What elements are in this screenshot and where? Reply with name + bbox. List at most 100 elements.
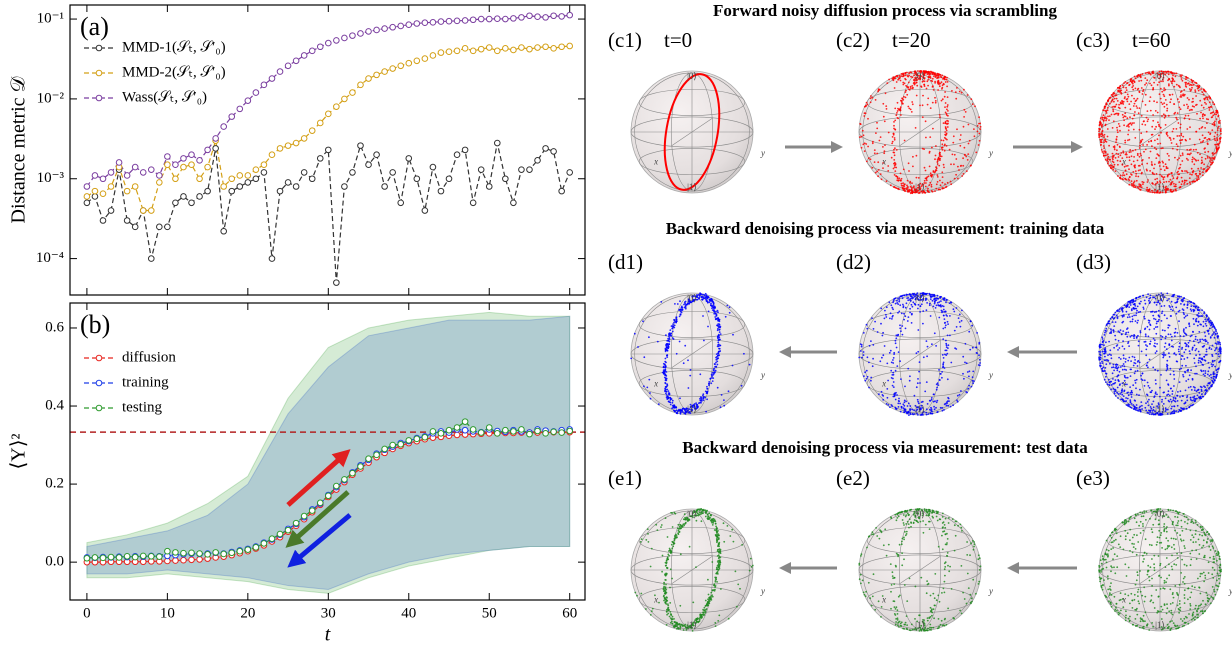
bloch-point — [1164, 337, 1167, 340]
bloch-point — [1180, 407, 1182, 409]
bloch-point — [897, 297, 899, 300]
bloch-point — [951, 90, 953, 92]
bloch-point — [699, 397, 701, 400]
bloch-point — [882, 115, 885, 118]
bloch-point — [715, 525, 717, 528]
bloch-point — [679, 300, 681, 303]
bloch-point — [1169, 398, 1172, 401]
bloch-point — [1187, 114, 1190, 117]
bloch-point — [1184, 78, 1187, 80]
bloch-point — [1135, 406, 1138, 409]
data-point — [172, 175, 179, 183]
bloch-point — [1122, 363, 1125, 365]
bloch-point — [728, 311, 731, 314]
bloch-point — [955, 307, 958, 309]
bloch-point — [958, 321, 961, 323]
bloch-point — [1179, 74, 1182, 77]
bloch-point — [859, 343, 862, 345]
bloch-point — [943, 166, 945, 169]
bloch-point — [1200, 141, 1202, 144]
bloch-point — [1189, 352, 1191, 355]
bloch-point — [897, 187, 900, 190]
data-point — [228, 113, 236, 120]
bloch-point — [916, 79, 919, 81]
bloch-point — [699, 292, 701, 294]
bloch-point — [934, 301, 936, 303]
data-point — [196, 556, 203, 563]
data-point — [228, 549, 236, 557]
bloch-point — [1156, 412, 1159, 415]
data-point — [349, 469, 356, 477]
bloch-point — [1099, 362, 1102, 364]
bloch-point — [1161, 191, 1164, 194]
bloch-point — [1185, 170, 1188, 173]
bloch-point — [958, 169, 960, 171]
bloch-point — [1167, 324, 1170, 326]
bloch-point — [957, 177, 959, 180]
bloch-point — [874, 320, 876, 323]
bloch-point — [1120, 152, 1123, 154]
bloch-point — [1165, 185, 1167, 188]
bloch-point — [906, 190, 909, 193]
bloch-point — [1121, 310, 1124, 313]
bloch-point — [891, 384, 894, 387]
data-point — [276, 530, 284, 538]
bloch-point — [664, 369, 667, 371]
bloch-point — [944, 183, 946, 186]
bloch-point — [1120, 389, 1123, 392]
bloch-point — [1206, 318, 1209, 321]
bloch-point — [1213, 121, 1215, 124]
bloch-point — [1204, 101, 1206, 104]
axis-label: x — [881, 379, 886, 389]
bloch-point — [1131, 320, 1134, 323]
bloch-point — [1162, 296, 1164, 298]
data-point — [188, 161, 195, 168]
bloch-point — [903, 399, 906, 402]
bloch-point — [1171, 410, 1174, 413]
bloch-point — [1141, 408, 1143, 410]
bloch-point — [946, 378, 949, 381]
bloch-point — [944, 131, 947, 133]
bloch-point — [1204, 157, 1207, 160]
bloch-point — [684, 623, 687, 626]
bloch-point — [1195, 174, 1198, 177]
data-point — [204, 146, 211, 154]
bloch-point — [1181, 152, 1184, 155]
bloch-point — [1102, 370, 1105, 373]
bloch-point — [1188, 84, 1191, 86]
bloch-point — [906, 405, 909, 407]
bloch-point — [892, 381, 895, 383]
bloch-point — [1213, 103, 1215, 105]
bloch-point — [919, 408, 921, 410]
bloch-point — [1145, 344, 1147, 346]
bloch-point — [860, 350, 862, 352]
bloch-point — [897, 406, 900, 408]
bloch-point — [1215, 376, 1217, 379]
bloch-point — [711, 305, 713, 307]
bloch-point — [1197, 361, 1200, 364]
bloch-point — [672, 545, 675, 548]
bloch-point — [922, 411, 925, 413]
bloch-point — [1203, 359, 1206, 362]
bloch-point — [946, 126, 949, 128]
bloch-point — [1143, 317, 1146, 320]
time-label: t=20 — [892, 28, 931, 52]
bloch-point — [951, 153, 954, 156]
bloch-point — [1201, 134, 1204, 137]
bloch-point — [959, 138, 961, 141]
bloch-point — [1173, 385, 1175, 387]
bloch-point — [715, 310, 717, 313]
bloch-point — [665, 348, 668, 350]
bloch-point — [666, 354, 669, 356]
bloch-point — [1170, 387, 1172, 390]
bloch-point — [1125, 397, 1127, 399]
bloch-point — [1217, 368, 1220, 370]
bloch-point — [1136, 365, 1139, 367]
bloch-point — [728, 306, 731, 309]
bloch-point — [715, 566, 718, 569]
bloch-point — [938, 83, 940, 86]
data-point — [268, 151, 276, 159]
bloch-point — [1173, 400, 1176, 402]
bloch-point — [1129, 149, 1132, 151]
bloch-point — [1166, 408, 1169, 411]
